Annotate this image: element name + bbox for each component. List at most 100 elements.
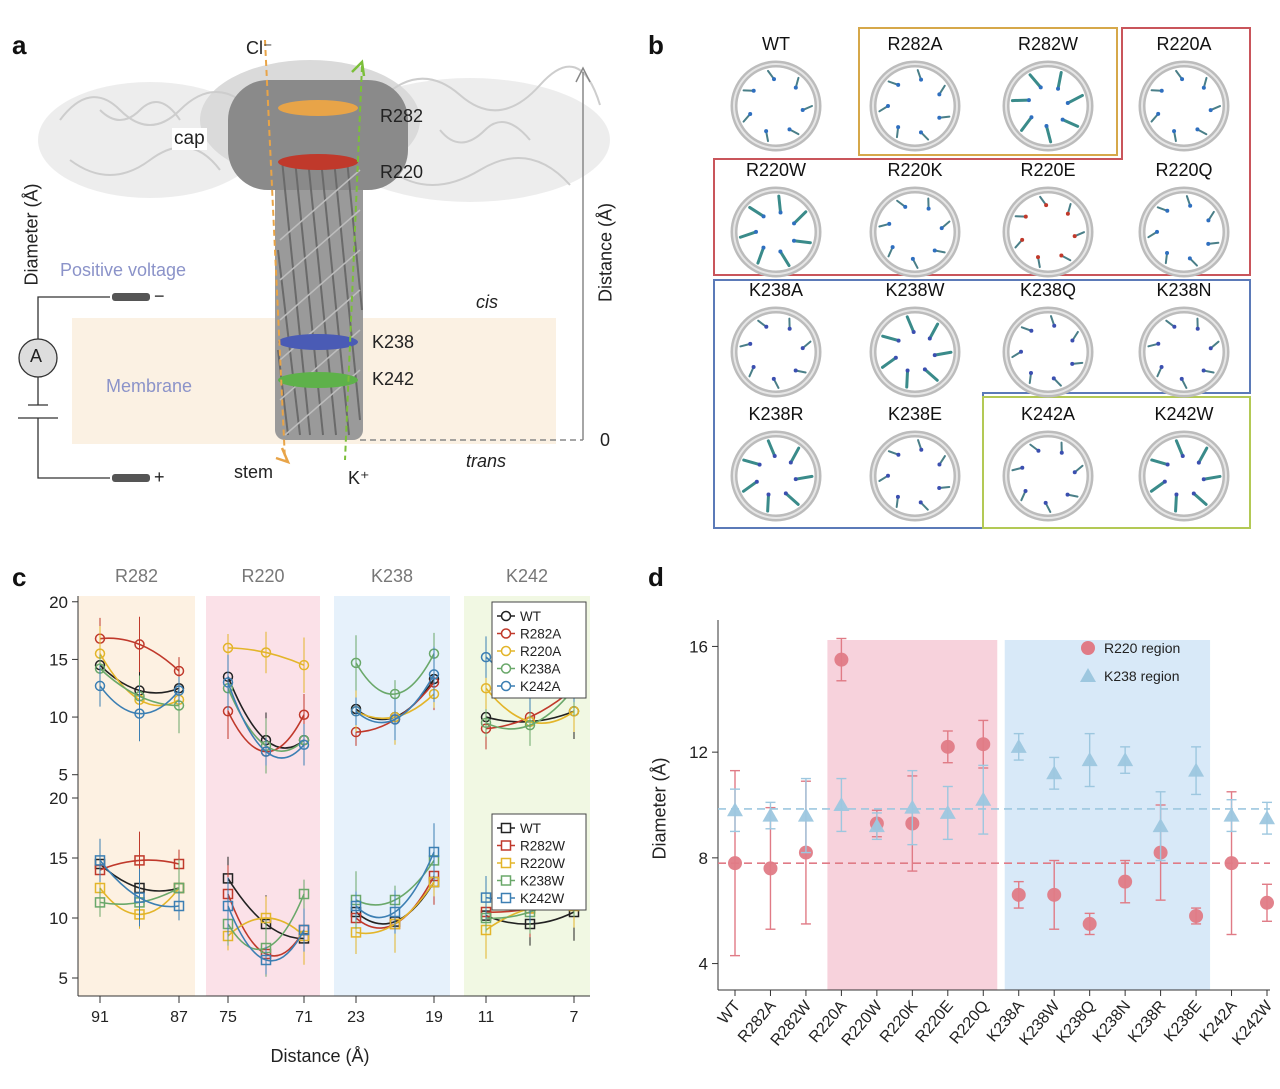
side-chain-atom <box>783 491 788 496</box>
side-chain-atom <box>778 249 783 254</box>
ring-wall-highlight <box>872 63 958 149</box>
side-chain-atom <box>1162 479 1167 484</box>
ring-wall-highlight <box>1005 433 1091 519</box>
side-chain-atom <box>1019 349 1024 354</box>
panel-label-d: d <box>648 562 664 592</box>
ring-wall-highlight <box>872 433 958 519</box>
y-tick-label: 20 <box>49 789 68 808</box>
side-chain-atom <box>1208 108 1213 113</box>
side-chain-atom <box>893 355 898 360</box>
side-chain-atom <box>939 226 944 231</box>
pore-ring-r220a <box>1138 60 1230 152</box>
trans-label: trans <box>466 451 507 471</box>
side-chain-atom <box>1059 450 1064 455</box>
side-chain-atom <box>778 210 783 215</box>
residue-ring-k238 <box>278 334 358 350</box>
minus-label: − <box>154 286 165 306</box>
x-tick-label: 71 <box>295 1009 313 1026</box>
side-chain-atom <box>1044 203 1049 208</box>
mutant-label-k238r: K238R <box>748 404 804 424</box>
side-chain-atom <box>1065 492 1070 497</box>
x-tick-label: 7 <box>570 1009 579 1026</box>
side-chain-atom <box>1165 208 1170 213</box>
positive-voltage-label: Positive voltage <box>60 260 187 280</box>
legend-marker <box>500 663 512 674</box>
data-point-k238 <box>975 791 992 806</box>
pore-ring-k242a <box>1002 430 1094 522</box>
legend-marker-k238 <box>1080 668 1096 682</box>
side-chain-atom <box>793 477 798 482</box>
side-chain-atom <box>1059 253 1064 258</box>
legend-label: K242W <box>520 891 565 906</box>
mutant-label-k238w: K238W <box>885 280 945 300</box>
side-chain-atom <box>1195 326 1200 331</box>
residue-ring-r220 <box>278 154 358 170</box>
side-chain-atom <box>926 206 931 211</box>
pore-ring-r220w <box>730 186 822 278</box>
side-chain-atom <box>927 336 932 341</box>
data-point <box>298 888 310 900</box>
mutant-label-r282a: R282A <box>887 34 943 54</box>
side-chain <box>1150 458 1170 467</box>
residue-label-r220: R220 <box>380 162 424 182</box>
side-chain-atom <box>788 460 793 465</box>
data-point-r220 <box>1189 909 1204 923</box>
data-point-k238 <box>1259 810 1275 825</box>
side-chain-atom <box>754 479 759 484</box>
side-chain-atom <box>1172 129 1177 134</box>
data-point <box>389 906 401 918</box>
x-tick-label: 11 <box>478 1009 495 1026</box>
side-chain <box>905 369 910 389</box>
side-chain-atom <box>1044 123 1049 128</box>
side-chain-atom <box>1036 255 1041 260</box>
data-point-k238 <box>904 799 921 814</box>
residue-label-k242: K242 <box>372 369 415 389</box>
side-chain-atom <box>922 367 927 372</box>
cap-label: cap <box>172 128 207 150</box>
ring-wall-highlight <box>1005 189 1091 275</box>
mutant-label-k242w: K242W <box>1154 404 1214 424</box>
side-chain <box>1010 98 1031 103</box>
data-point <box>350 657 362 669</box>
legend-label: R282W <box>520 839 565 854</box>
side-chain-atom <box>757 462 762 467</box>
side-chain-atom <box>1195 127 1200 132</box>
x-tick-label: K242W <box>1229 997 1276 1049</box>
side-chain-atom <box>764 324 769 329</box>
side-chain-atom <box>771 376 776 381</box>
side-chain-atom <box>1072 234 1077 239</box>
x-tick-label: R220K <box>877 997 922 1046</box>
side-chain-atom <box>1201 368 1206 373</box>
data-point <box>94 897 106 908</box>
side-chain <box>784 491 800 506</box>
side-chain-atom <box>751 88 756 93</box>
mutant-label-r220k: R220K <box>887 160 943 180</box>
data-point <box>480 651 492 663</box>
ring-wall-highlight <box>733 189 819 275</box>
data-point <box>298 709 310 721</box>
side-chain-atom <box>1191 491 1196 496</box>
side-chain-atom <box>1159 365 1164 370</box>
data-point-r220 <box>1011 887 1026 902</box>
data-point <box>260 954 272 966</box>
side-chain-atom <box>1020 237 1025 242</box>
legend-marker-r220 <box>1081 641 1095 655</box>
side-chain-atom <box>896 82 901 87</box>
side-chain-atom <box>919 77 924 82</box>
side-chain-atom <box>1180 454 1185 459</box>
ring-wall-highlight <box>1141 433 1227 519</box>
data-point-k238 <box>1081 752 1098 767</box>
data-point <box>260 647 272 658</box>
k-ion-label: K⁺ <box>348 468 370 488</box>
data-point-k238 <box>1117 752 1134 767</box>
legend-marker <box>500 892 512 904</box>
side-chain <box>1149 480 1167 493</box>
data-point <box>428 846 440 858</box>
side-chain-atom <box>1201 85 1206 90</box>
mutant-label-r220a: R220A <box>1156 34 1212 54</box>
side-chain <box>738 230 758 239</box>
side-chain-atom <box>748 341 753 346</box>
residue-ring-r282 <box>278 100 358 116</box>
legend-label: WT <box>520 821 541 836</box>
